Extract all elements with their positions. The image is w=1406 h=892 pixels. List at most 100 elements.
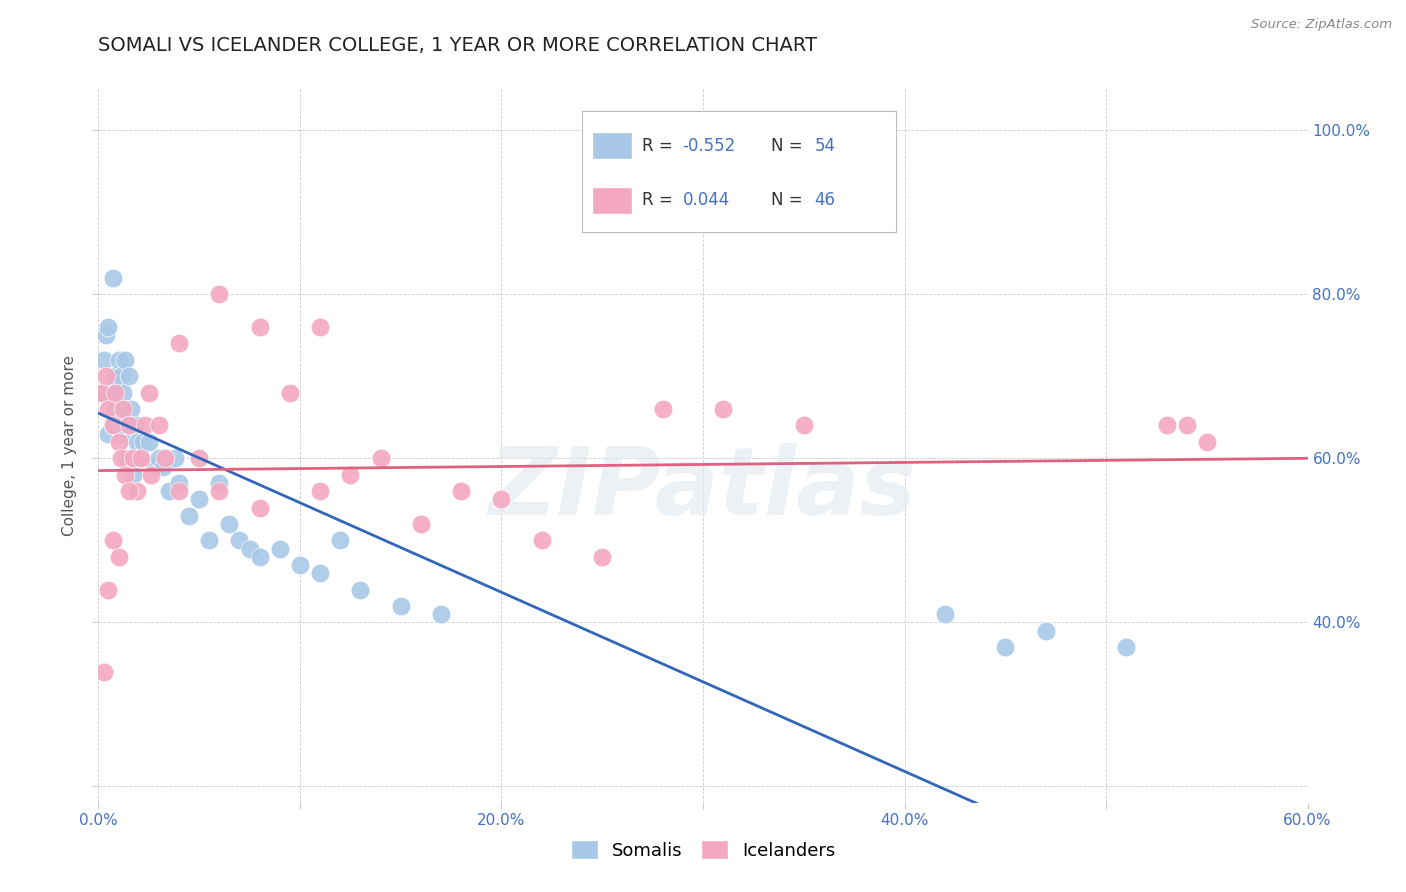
Point [105,377,128,392]
Point [107,549,129,564]
Point [103,369,125,384]
Point [1115,640,1137,654]
Point [152,459,174,474]
Y-axis label: College, 1 year or more: College, 1 year or more [62,356,77,536]
Point [1156,418,1178,433]
Point [97,426,120,441]
Point [118,418,141,433]
Point [128,451,150,466]
Point [329,533,352,548]
Point [309,320,332,334]
Point [114,402,136,417]
Point [110,426,132,441]
Point [349,582,371,597]
Point [91,385,114,400]
Point [121,467,143,482]
Point [198,533,221,548]
Point [228,533,250,548]
Point [107,352,129,367]
Point [309,566,332,581]
Point [143,459,166,474]
Point [711,402,734,417]
Point [103,402,125,417]
Point [107,434,129,449]
Point [179,508,201,523]
Point [118,418,141,433]
Point [132,434,155,449]
Point [188,451,211,466]
Point [167,484,190,499]
Point [269,541,291,556]
Point [101,418,124,433]
Point [288,558,311,572]
Point [101,270,124,285]
Point [163,451,186,466]
Point [208,484,231,499]
Point [450,484,472,499]
Point [96,328,118,343]
Point [93,352,115,367]
Point [97,582,120,597]
Point [100,385,122,400]
Point [370,451,392,466]
Point [249,549,271,564]
Point [491,492,513,507]
Point [115,451,138,466]
Point [153,451,176,466]
Point [124,418,146,433]
Point [134,418,156,433]
Point [138,434,160,449]
Point [121,451,143,466]
Point [994,640,1017,654]
Text: ZIPatlas: ZIPatlas [489,442,917,535]
Point [101,533,124,548]
Point [103,385,125,400]
Point [793,418,815,433]
Point [107,410,129,425]
Point [1035,624,1057,638]
Point [114,352,136,367]
Point [111,418,134,433]
Point [1175,418,1198,433]
Point [111,402,134,417]
Point [118,484,141,499]
Point [339,467,361,482]
Point [97,402,120,417]
Point [530,533,553,548]
Point [110,369,132,384]
Point [167,475,190,490]
Point [430,607,453,622]
Point [111,385,134,400]
Point [208,475,231,490]
Point [125,484,148,499]
Point [309,484,332,499]
Point [934,607,956,622]
Point [278,385,301,400]
Point [249,320,271,334]
Point [118,369,141,384]
Point [389,599,412,613]
Point [148,418,170,433]
Point [96,369,118,384]
Point [148,451,170,466]
Point [157,484,180,499]
Point [125,434,148,449]
Legend: Somalis, Icelanders: Somalis, Icelanders [564,833,842,867]
Point [138,385,160,400]
Point [218,516,240,531]
Point [188,492,211,507]
Point [409,516,432,531]
Point [114,467,136,482]
Point [110,451,132,466]
Point [93,665,115,679]
Point [101,418,124,433]
Point [591,549,613,564]
Point [651,402,673,417]
Point [91,385,114,400]
Text: Source: ZipAtlas.com: Source: ZipAtlas.com [1251,18,1392,31]
Text: SOMALI VS ICELANDER COLLEGE, 1 YEAR OR MORE CORRELATION CHART: SOMALI VS ICELANDER COLLEGE, 1 YEAR OR M… [98,36,817,54]
Point [120,402,142,417]
Point [239,541,262,556]
Point [97,320,120,334]
Point [167,336,190,351]
